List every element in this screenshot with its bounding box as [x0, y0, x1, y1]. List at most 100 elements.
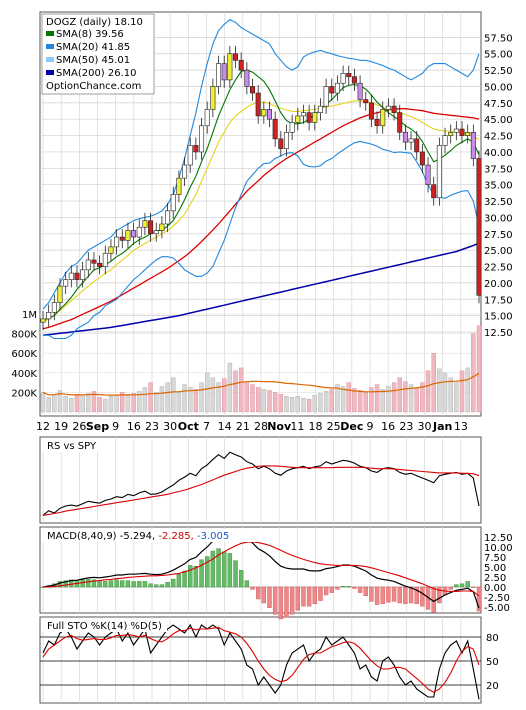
macd-histogram-bar — [216, 548, 221, 588]
volume-bar — [329, 389, 334, 413]
candle-body — [68, 272, 74, 280]
price-tick-label: 52.50 — [484, 66, 513, 77]
x-tick-label: 13 — [454, 420, 468, 433]
candle-body — [159, 223, 165, 231]
x-tick-label: 26 — [72, 420, 86, 433]
volume-bar — [244, 382, 250, 413]
bollinger-upper-line — [42, 19, 480, 310]
macd-histogram-bar — [448, 586, 453, 590]
volume-bar — [465, 367, 470, 413]
volume-bar — [363, 392, 368, 413]
macd-histogram-bar — [414, 586, 419, 604]
candle-body — [283, 132, 289, 149]
price-tick-label: 55.00 — [484, 50, 513, 61]
volume-bar — [437, 368, 442, 413]
candle-body — [402, 132, 408, 143]
candle-body — [165, 210, 171, 225]
candle-body — [295, 115, 301, 123]
sto-tick-label: 20 — [486, 681, 499, 692]
x-tick-label: 9 — [112, 420, 119, 433]
x-tick-label: Nov — [267, 420, 292, 433]
x-tick-label: 25 — [327, 420, 341, 433]
legend-sma20: SMA(20) 41.85 — [56, 42, 130, 53]
volume-bar — [52, 394, 57, 413]
candle-body — [408, 138, 414, 143]
volume-bar — [171, 377, 176, 413]
candle-body — [419, 151, 425, 166]
candle-body — [323, 86, 329, 107]
macd-histogram-bar — [289, 586, 295, 615]
volume-bar — [131, 393, 136, 413]
volume-tick-label: 1M — [22, 310, 37, 321]
candle-body — [63, 279, 69, 287]
macd-histogram-bar — [250, 586, 255, 590]
price-tick-label: 47.50 — [484, 99, 513, 110]
macd-histogram-bar — [380, 586, 385, 604]
volume-bar — [335, 384, 340, 413]
macd-histogram-bar — [154, 584, 159, 588]
volume-bar — [352, 388, 357, 413]
macd-histogram-bar — [137, 581, 142, 588]
volume-bar — [188, 387, 193, 413]
sma200-line — [42, 242, 480, 337]
price-tick-label: 40.00 — [484, 148, 513, 159]
rs-average-line — [42, 465, 480, 516]
macd-tick-label: -5.00 — [484, 603, 510, 614]
volume-bar — [454, 382, 459, 413]
macd-histogram-bar — [454, 584, 459, 588]
candle-body — [329, 86, 335, 94]
price-tick-label: 45.00 — [484, 115, 513, 126]
volume-bar — [40, 392, 46, 413]
volume-bar — [165, 382, 170, 413]
macd-histogram-bar — [221, 551, 227, 588]
price-tick-label: 57.50 — [484, 33, 513, 44]
candle-body — [391, 105, 397, 113]
candle-body — [136, 226, 142, 238]
macd-histogram-value: -3.005 — [197, 531, 229, 542]
price-tick-label: 12.50 — [484, 328, 513, 339]
macd-title: MACD(8,40,9) — [47, 531, 117, 542]
sto-label-bg — [42, 619, 167, 632]
macd-histogram-bar — [391, 586, 397, 602]
macd-histogram-bar — [312, 586, 317, 604]
macd-histogram-bar — [374, 586, 380, 605]
x-tick-label: 19 — [54, 420, 68, 433]
volume-bar — [250, 384, 255, 413]
volume-tick-label: 400K — [11, 369, 37, 380]
price-tick-label: 17.50 — [484, 295, 513, 306]
macd-histogram-bar — [357, 586, 363, 593]
sto-label: Full STO %K(14) %D(5) — [47, 621, 162, 632]
volume-bar — [238, 367, 244, 413]
macd-histogram-bar — [408, 586, 414, 604]
volume-bar — [261, 389, 267, 413]
candle-body — [476, 158, 482, 296]
macd-histogram-bar — [301, 586, 306, 607]
rs-panel-frame — [39, 436, 482, 524]
volume-bar — [431, 353, 436, 413]
macd-histogram-bar — [369, 586, 374, 602]
candle-body — [153, 230, 159, 235]
candle-body — [233, 53, 239, 61]
macd-histogram-bar — [295, 586, 301, 611]
x-tick-label: 11 — [290, 420, 304, 433]
sma8-line — [42, 69, 480, 321]
candle-body — [244, 69, 250, 87]
macd-histogram-bar — [148, 583, 153, 588]
candle-body — [357, 82, 363, 100]
candle-body — [459, 128, 465, 136]
volume-bar — [80, 395, 85, 413]
x-tick-label: 28 — [254, 420, 268, 433]
price-candles — [40, 45, 482, 331]
rs-label-bg — [42, 439, 102, 452]
volume-bar — [476, 325, 482, 413]
candle-body — [453, 128, 459, 133]
candle-body — [119, 236, 125, 241]
price-tick-label: 30.00 — [484, 213, 513, 224]
macd-histogram-bar — [363, 586, 368, 597]
macd-histogram-bar — [459, 583, 465, 588]
macd-histogram-bar — [403, 586, 408, 604]
x-tick-label: Oct — [178, 420, 199, 433]
volume-bar — [301, 398, 306, 413]
volume-bar — [284, 396, 289, 413]
x-tick-label: 14 — [218, 420, 232, 433]
